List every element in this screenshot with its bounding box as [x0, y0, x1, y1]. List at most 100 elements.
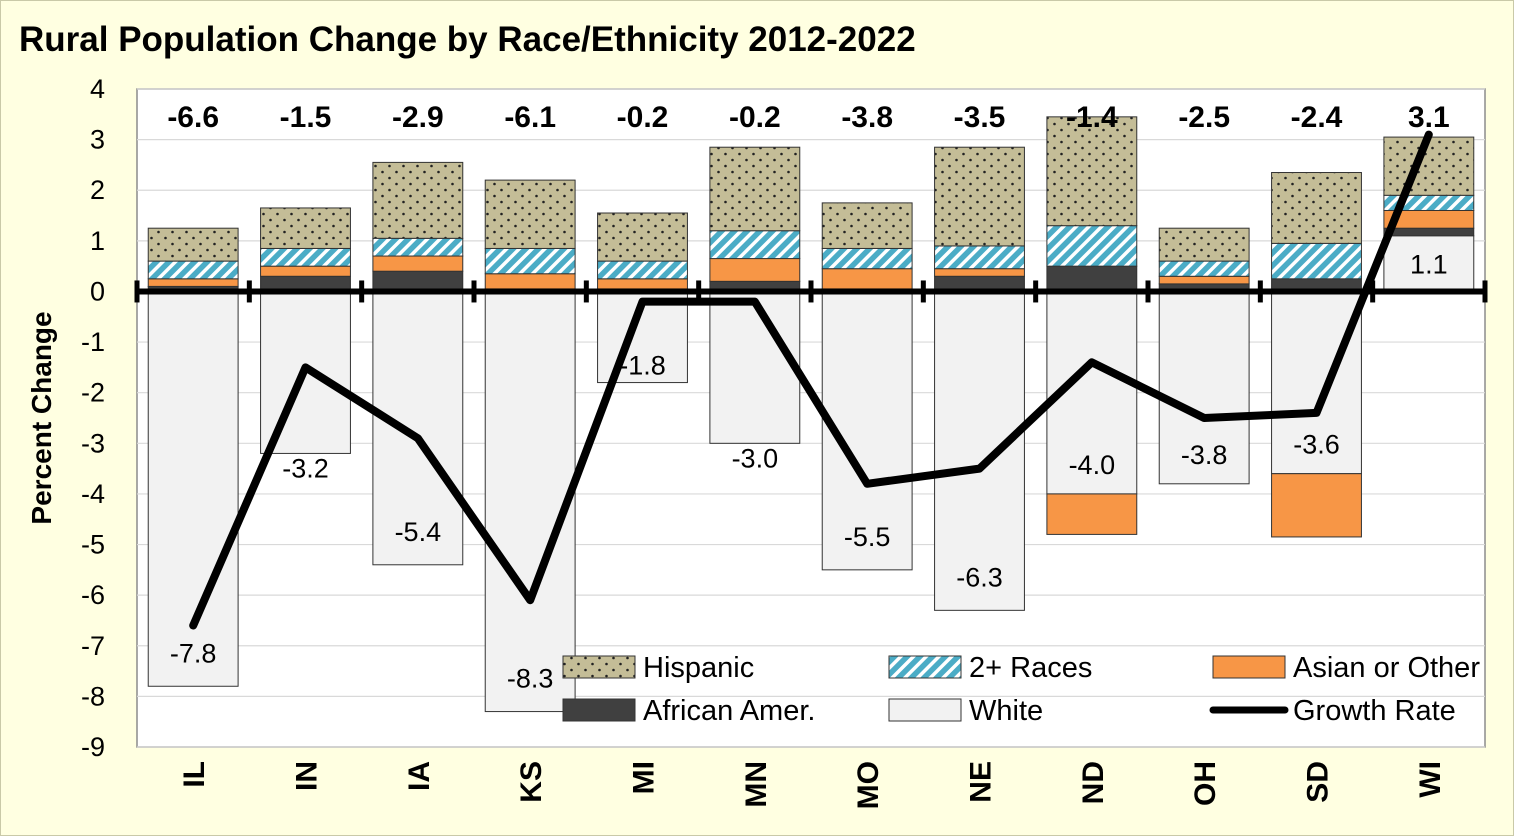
- white-value-label: -1.8: [619, 351, 666, 381]
- bar-hispanic-nd: [1046, 116, 1138, 227]
- y-tick-label: -5: [81, 530, 105, 560]
- gridlines: [137, 88, 1485, 748]
- x-axis-categories: IL IN IA KS MI MN MO NE ND OH SD WI: [178, 761, 1447, 809]
- bar-asian-or-other-ia: [372, 255, 464, 272]
- white-value-label: -3.2: [282, 453, 329, 483]
- bar-2-races-mn: [709, 230, 801, 260]
- x-category-label: ND: [1077, 761, 1110, 804]
- bar-2-races-sd: [1271, 242, 1362, 280]
- growth-rate-point: [191, 623, 196, 628]
- y-tick-label: -4: [81, 479, 105, 509]
- x-category-label: SD: [1302, 761, 1335, 803]
- x-category-label: MI: [628, 761, 661, 794]
- legend-swatch-2-races: [888, 655, 962, 679]
- chart-title: Rural Population Change by Race/Ethnicit…: [19, 20, 916, 59]
- bar-asian-or-other-in: [260, 265, 351, 277]
- legend-label-african-amer: African Amer.: [643, 695, 815, 727]
- x-category-label: IL: [178, 761, 211, 788]
- bar-white-sd: [1271, 290, 1362, 475]
- y-tick-label: -8: [81, 681, 105, 711]
- bar-asian-or-other-sd: [1271, 473, 1362, 538]
- growth-rate-label: -2.5: [1178, 101, 1230, 134]
- legend-label-2-races: 2+ Races: [969, 652, 1092, 684]
- bar-hispanic-in: [260, 207, 351, 249]
- legend-swatch-african-amer: [562, 698, 636, 722]
- bar-hispanic-mn: [709, 146, 801, 232]
- bar-hispanic-oh: [1158, 227, 1250, 262]
- growth-rate-point: [1202, 416, 1207, 420]
- white-value-label: 1.1: [1410, 250, 1448, 280]
- y-tick-label: -2: [81, 378, 105, 408]
- y-axis-ticks: 4 3 2 1 0 -1 -2 -3 -4 -5 -6 -7 -8 -9: [81, 74, 105, 762]
- growth-rate-label: -3.8: [841, 101, 893, 134]
- legend-swatch-asian-or-other: [1212, 655, 1286, 679]
- bar-white-wi: [1383, 235, 1475, 292]
- bar-asian-or-other-ne: [934, 268, 1025, 277]
- bar-asian-or-other-oh: [1158, 275, 1250, 285]
- growth-rate-label: 3.1: [1408, 101, 1450, 134]
- y-tick-label: 3: [90, 125, 105, 155]
- bar-2-races-oh: [1158, 260, 1250, 277]
- y-tick-label: -6: [81, 580, 105, 610]
- x-category-label: IA: [403, 761, 436, 791]
- bar-white-oh: [1158, 290, 1250, 485]
- bar-asian-or-other-mn: [709, 258, 801, 282]
- y-tick-label: -3: [81, 428, 105, 458]
- bar-african-amer-ia: [372, 270, 464, 292]
- growth-rate-series-line: [189, 130, 1433, 630]
- white-value-label: -5.4: [395, 517, 442, 547]
- x-category-label: WI: [1414, 761, 1447, 798]
- bar-asian-or-other-nd: [1046, 493, 1138, 535]
- bar-asian-or-other-mo: [821, 268, 913, 290]
- bar-2-races-il: [147, 260, 239, 280]
- growth-rate-label: -0.2: [729, 101, 781, 134]
- bar-hispanic-ne: [934, 146, 1025, 247]
- y-tick-label: 4: [90, 74, 105, 104]
- growth-rate-point: [640, 299, 645, 304]
- bar-2-races-nd: [1046, 225, 1138, 267]
- legend-swatch-white: [888, 698, 962, 722]
- y-axis-label: Percent Change: [26, 311, 57, 524]
- bar-white-ks: [484, 290, 576, 713]
- white-value-labels: -7.8 -3.2 -5.4 -8.3 -1.8 -3.0 -5.5 -6.3 -4.0 -3.8…: [170, 250, 1448, 694]
- bar-hispanic-sd: [1271, 172, 1362, 244]
- white-value-label: -3.6: [1293, 430, 1340, 460]
- bar-hispanic-wi: [1383, 136, 1475, 196]
- white-value-label: -5.5: [844, 522, 891, 552]
- growth-rate-point: [752, 299, 757, 304]
- bar-hispanic-ks: [484, 179, 576, 249]
- white-value-label: -4.0: [1069, 450, 1116, 480]
- growth-rate-line: [189, 130, 1433, 630]
- bar-2-races-mo: [821, 247, 913, 270]
- bar-asian-or-other-mi: [597, 278, 688, 290]
- bar-hispanic-mo: [821, 202, 913, 249]
- x-category-label: MO: [852, 761, 885, 809]
- y-tick-label: -1: [81, 327, 105, 357]
- growth-rate-point: [1089, 360, 1094, 365]
- white-value-label: -3.8: [1181, 440, 1228, 470]
- growth-rate-point: [1426, 132, 1431, 137]
- bar-hispanic-mi: [597, 212, 688, 262]
- x-category-label: OH: [1189, 761, 1222, 806]
- growth-rate-point: [977, 466, 982, 471]
- white-value-label: -3.0: [732, 443, 779, 473]
- legend-swatch-hispanic: [562, 655, 636, 679]
- growth-rate-labels: -6.6 -1.5 -2.9 -6.1 -0.2 -0.2 -3.8 -3.5 -1.4 -2.5…: [167, 101, 1449, 134]
- bar-african-amer-nd: [1046, 265, 1138, 292]
- x-category-label: NE: [965, 761, 998, 803]
- bar-2-races-ks: [484, 247, 576, 275]
- legend: Hispanic 2+ Races Asian or Other African Am…: [562, 652, 1480, 727]
- legend-label-hispanic: Hispanic: [643, 652, 754, 684]
- bar-hispanic-il: [147, 227, 239, 262]
- legend-label-growth-rate: Growth Rate: [1293, 695, 1456, 727]
- bar-2-races-ia: [372, 237, 464, 257]
- bar-asian-or-other-il: [147, 278, 239, 287]
- y-tick-label: -7: [81, 631, 105, 661]
- growth-rate-point: [415, 436, 420, 441]
- growth-rate-point: [865, 481, 870, 486]
- bar-white-mn: [709, 290, 801, 444]
- growth-rate-label: -6.1: [504, 101, 556, 134]
- bar-african-amer-wi: [1383, 227, 1475, 237]
